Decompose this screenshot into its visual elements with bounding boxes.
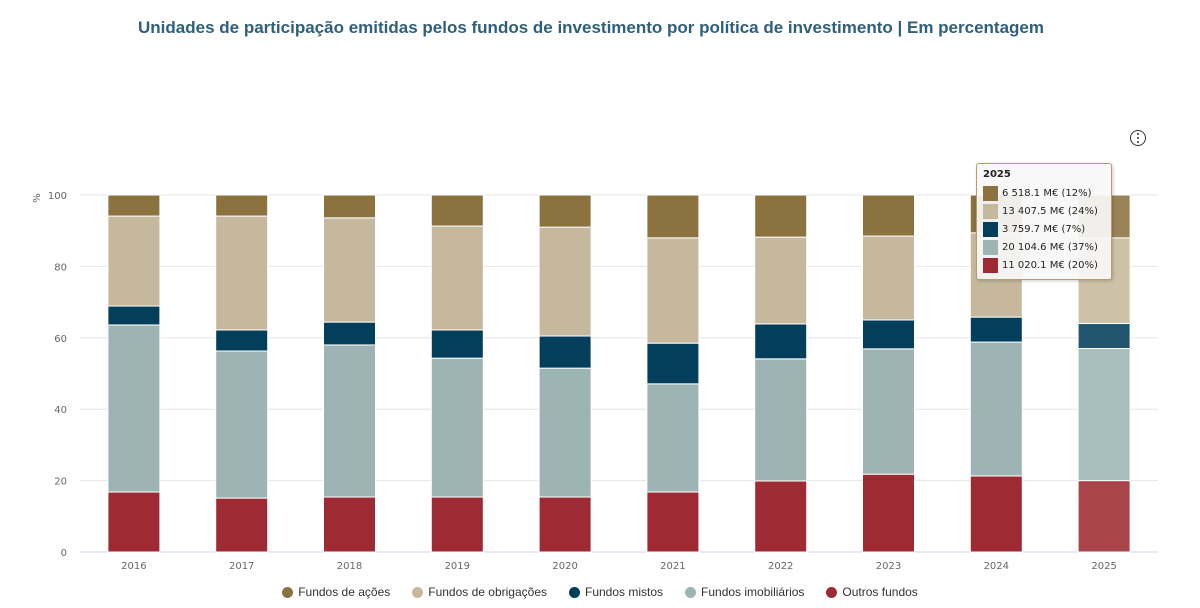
legend-marker-icon <box>685 586 697 598</box>
bar-segment[interactable] <box>107 215 161 307</box>
x-tick-label: 2025 <box>1091 561 1116 572</box>
bar-segment[interactable] <box>862 235 915 321</box>
x-tick-label: 2018 <box>337 561 362 572</box>
x-tick-label: 2022 <box>768 561 793 572</box>
tooltip-row: 3 759.7 M€ (7%) <box>983 220 1105 238</box>
bar-segment[interactable] <box>430 194 484 227</box>
y-tick-label: 80 <box>54 262 67 273</box>
tooltip-swatch <box>983 203 998 219</box>
legend-item[interactable]: Fundos imobiliários <box>685 585 804 599</box>
tooltip-value: 20 104.6 M€ (37%) <box>1002 241 1098 253</box>
bar-segment[interactable] <box>215 497 269 553</box>
tooltip-row: 6 518.1 M€ (12%) <box>983 184 1105 202</box>
bar-segment[interactable] <box>538 335 592 369</box>
bar-segment[interactable] <box>646 237 700 344</box>
bar-segment[interactable] <box>538 496 592 553</box>
tooltip-value: 6 518.1 M€ (12%) <box>1002 187 1092 199</box>
y-axis-label: % <box>32 193 43 203</box>
legend-label: Fundos mistos <box>585 585 664 599</box>
bar-segment[interactable] <box>754 236 808 325</box>
legend-label: Fundos imobiliários <box>701 585 805 599</box>
bar-segment[interactable] <box>538 194 592 228</box>
y-tick-label: 40 <box>54 405 67 416</box>
bar-segment[interactable] <box>538 367 592 498</box>
bar-segment[interactable] <box>646 383 700 493</box>
bar-segment[interactable] <box>646 194 700 239</box>
legend-marker-icon <box>412 586 424 598</box>
bar-segment[interactable] <box>107 305 161 326</box>
tooltip-row: 13 407.5 M€ (24%) <box>983 202 1105 220</box>
bar-segment[interactable] <box>646 342 700 385</box>
x-tick-label: 2020 <box>552 561 577 572</box>
bar-segment[interactable] <box>646 491 700 553</box>
tooltip-header: 2025 <box>983 169 1011 180</box>
legend-label: Outros fundos <box>842 585 918 599</box>
x-tick-label: 2023 <box>876 561 901 572</box>
x-tick-label: 2017 <box>229 561 254 572</box>
bar-segment[interactable] <box>754 480 808 553</box>
bar-segment[interactable] <box>215 350 269 499</box>
bar-segment[interactable] <box>1077 480 1131 553</box>
tooltip-swatch <box>983 239 998 255</box>
tooltip-swatch <box>983 257 998 273</box>
bar-segment[interactable] <box>215 329 269 352</box>
bar-segment[interactable] <box>862 194 915 237</box>
bar-segment[interactable] <box>323 321 376 346</box>
bar-segment[interactable] <box>430 225 484 331</box>
x-tick-label: 2021 <box>660 561 685 572</box>
tooltip-swatch <box>983 185 998 201</box>
tooltip-row: 20 104.6 M€ (37%) <box>983 238 1105 256</box>
bar-segment[interactable] <box>215 215 269 331</box>
bar-segment[interactable] <box>107 491 161 553</box>
legend: Fundos de ações Fundos de obrigações Fundo… <box>0 585 1200 599</box>
bar-segment[interactable] <box>430 357 484 498</box>
bar-segment[interactable] <box>969 341 1023 477</box>
bar-segment[interactable] <box>969 475 1023 553</box>
tooltip: 2025 6 518.1 M€ (12%) 13 407.5 M€ (24%) 3 … <box>976 163 1112 280</box>
tooltip-row: 11 020.1 M€ (20%) <box>983 256 1105 274</box>
tooltip-value: 13 407.5 M€ (24%) <box>1002 205 1098 217</box>
bar-segment[interactable] <box>969 316 1023 343</box>
chart-title: Unidades de participação emitidas pelos … <box>138 18 1044 37</box>
bar-segment[interactable] <box>323 496 376 553</box>
y-tick-label: 60 <box>54 334 67 345</box>
y-tick-label: 20 <box>54 477 67 488</box>
bar-segment[interactable] <box>754 194 808 238</box>
bar-segment[interactable] <box>862 348 915 475</box>
legend-marker-icon <box>569 586 580 598</box>
legend-label: Fundos de ações <box>298 585 391 599</box>
legend-item[interactable]: Outros fundos <box>826 585 918 599</box>
bar-segment[interactable] <box>754 358 808 482</box>
bar-segment[interactable] <box>323 344 376 498</box>
legend-item[interactable]: Fundos de obrigações <box>412 585 547 599</box>
bar-segment[interactable] <box>107 194 161 217</box>
bar-segment[interactable] <box>323 217 376 323</box>
bar-segment[interactable] <box>430 329 484 359</box>
y-tick-label: 0 <box>61 548 67 559</box>
bar-segment[interactable] <box>862 319 915 350</box>
x-tick-label: 2019 <box>445 561 470 572</box>
legend-marker-icon <box>282 586 294 598</box>
bar-segment[interactable] <box>107 324 161 493</box>
bar-segment[interactable] <box>862 473 915 553</box>
bar-segment[interactable] <box>215 194 269 217</box>
y-tick-label: 100 <box>48 191 67 202</box>
legend-item[interactable]: Fundos mistos <box>569 585 663 599</box>
legend-item[interactable]: Fundos de ações <box>282 585 390 599</box>
context-menu-icon[interactable] <box>1130 130 1146 146</box>
tooltip-value: 3 759.7 M€ (7%) <box>1002 223 1086 235</box>
bar-segment[interactable] <box>430 496 484 553</box>
x-tick-label: 2016 <box>121 561 146 572</box>
bar-segment[interactable] <box>1077 323 1131 350</box>
legend-marker-icon <box>826 586 838 598</box>
bar-segment[interactable] <box>323 194 376 219</box>
tooltip-swatch <box>983 221 998 237</box>
legend-label: Fundos de obrigações <box>428 585 547 599</box>
x-tick-label: 2024 <box>984 561 1009 572</box>
tooltip-value: 11 020.1 M€ (20%) <box>1002 259 1098 271</box>
bar-segment[interactable] <box>754 323 808 360</box>
bar-segment[interactable] <box>1077 348 1131 482</box>
bar-segment[interactable] <box>538 226 592 337</box>
